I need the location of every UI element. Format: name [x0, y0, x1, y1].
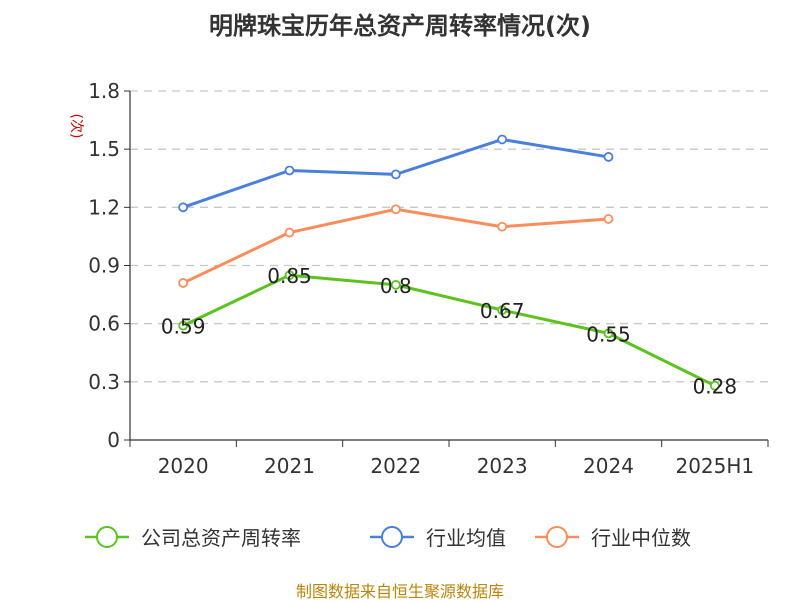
- data-label: 0.67: [480, 299, 525, 323]
- data-label: 0.8: [380, 274, 412, 298]
- data-label: 0.28: [693, 375, 738, 399]
- legend-label: 行业均值: [426, 526, 506, 550]
- data-label: 0.59: [161, 315, 206, 339]
- data-label: 0.55: [586, 322, 631, 346]
- data-point: [390, 204, 401, 215]
- x-tick-label: 2024: [583, 454, 634, 478]
- data-point: [497, 221, 508, 232]
- data-point: [284, 227, 295, 238]
- chart-title: 明牌珠宝历年总资产周转率情况(次): [209, 12, 591, 40]
- data-point: [603, 152, 614, 162]
- y-tick-label: 1.2: [88, 195, 120, 219]
- x-tick-label: 2021: [264, 454, 315, 478]
- data-point: [390, 279, 401, 290]
- y-tick-label: 1.8: [88, 79, 120, 103]
- y-tick-label: 1.5: [88, 137, 120, 161]
- data-point: [709, 380, 720, 391]
- x-tick-label: 2023: [477, 454, 528, 478]
- data-point: [284, 270, 295, 281]
- data-point: [497, 134, 508, 145]
- legend-marker: [381, 526, 403, 548]
- data-labels: 0.59 0.85 0.8 0.67 0.55 0.28: [161, 264, 737, 399]
- grid-lines: [130, 90, 768, 383]
- x-tick-label: 2025H1: [675, 454, 754, 478]
- x-tick-label: 2022: [370, 454, 421, 478]
- series-line-2: [182, 207, 609, 285]
- data-point: [497, 305, 508, 315]
- data-point: [603, 214, 614, 224]
- y-tick-label: 0: [107, 428, 120, 452]
- source-note: 制图数据来自恒生聚源数据库: [295, 582, 504, 601]
- data-point: [284, 165, 295, 176]
- axes: 0 0.3 0.6 0.9 1.2 1.5 1.8 2020 2021 2022 2023 2024 2…: [88, 79, 769, 478]
- data-point: [603, 328, 614, 339]
- series-line-0: [182, 273, 716, 388]
- legend-marker: [546, 526, 568, 548]
- series-lines: [178, 134, 720, 391]
- x-tick-label: 2020: [158, 454, 209, 478]
- legend-label: 行业中位数: [591, 526, 691, 550]
- legend-marker: [96, 526, 118, 548]
- legend: 公司总资产周转率 行业均值 行业中位数: [85, 526, 691, 550]
- y-axis-label: (次): [68, 114, 84, 139]
- y-tick-label: 0.6: [88, 312, 120, 336]
- data-point: [178, 202, 189, 213]
- y-tick-label: 0.3: [88, 370, 120, 394]
- data-point: [178, 278, 189, 288]
- y-tick-label: 0.9: [88, 254, 120, 278]
- data-point: [178, 320, 189, 331]
- data-label: 0.85: [267, 264, 312, 288]
- data-point: [390, 169, 401, 180]
- legend-label: 公司总资产周转率: [141, 526, 301, 550]
